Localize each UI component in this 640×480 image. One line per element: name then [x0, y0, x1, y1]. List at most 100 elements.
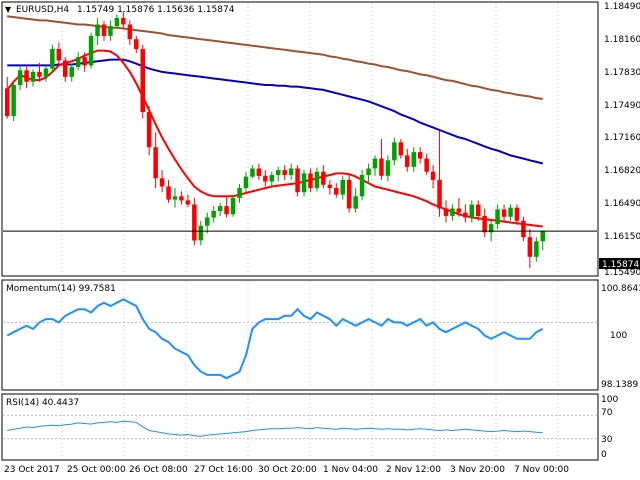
candle-body — [405, 155, 410, 167]
rsi-tick: 100 — [601, 395, 618, 405]
candle-body — [392, 142, 397, 161]
candle-body — [340, 179, 345, 195]
momentum-grid — [3, 281, 597, 389]
candle-body — [514, 207, 520, 221]
candle-body — [56, 49, 62, 61]
time-tick: 2 Nov 12:00 — [386, 465, 441, 475]
candle-body — [482, 215, 487, 233]
candle-body — [295, 168, 300, 193]
candle-body — [411, 152, 416, 167]
time-tick: 25 Oct 00:00 — [67, 465, 126, 475]
candle-body — [63, 60, 68, 77]
time-tick: 30 Oct 20:00 — [258, 465, 317, 475]
candle-body — [469, 204, 474, 218]
candle-body — [43, 68, 49, 77]
current-price-label: 1.15874 — [602, 260, 639, 270]
candle-body — [75, 57, 81, 67]
price-tick: 1.16150 — [604, 232, 640, 242]
price-panel-frame — [1, 1, 599, 277]
momentum-tick: 100.8643 — [601, 284, 640, 294]
candle-body — [140, 49, 145, 112]
candle-body — [437, 179, 442, 209]
time-tick: 26 Oct 08:00 — [129, 465, 188, 475]
candle-body — [346, 179, 352, 209]
sma-mid-line — [7, 58, 544, 165]
rsi-tick: 0 — [601, 450, 607, 460]
candle-body — [250, 168, 255, 177]
price-grid — [61, 3, 559, 275]
candle-body — [101, 24, 107, 36]
candle-body — [24, 70, 29, 82]
candle-body — [153, 147, 158, 179]
time-tick: 23 Oct 2017 — [4, 465, 60, 475]
candle-body — [217, 206, 223, 211]
candle-body — [379, 158, 384, 176]
candle-body — [456, 208, 462, 213]
candle-body — [30, 71, 36, 82]
candle-body — [521, 220, 526, 238]
momentum-tick: 98.1389 — [601, 380, 638, 390]
price-tick: 1.17490 — [604, 101, 640, 111]
candle-body — [321, 171, 326, 185]
candle-body — [185, 200, 191, 205]
candle-body — [69, 67, 74, 77]
candle-body — [50, 49, 55, 69]
candle-body — [146, 112, 152, 148]
candle-body — [430, 171, 436, 180]
candle-body — [256, 168, 262, 176]
price-tick: 1.17830 — [604, 68, 640, 78]
candle-body — [508, 207, 513, 217]
candle-body — [417, 152, 423, 159]
candle-body — [301, 173, 307, 193]
candle-body — [37, 71, 42, 77]
candle-body — [463, 212, 468, 218]
candle-body — [488, 224, 494, 233]
candle-body — [134, 39, 139, 49]
candle-body — [263, 175, 268, 182]
candle-body — [198, 225, 203, 241]
time-tick: 27 Oct 16:00 — [194, 465, 253, 475]
candle-body — [172, 196, 178, 200]
chart-dropdown-icon[interactable]: ▼ — [5, 5, 12, 14]
price-tick: 1.17160 — [604, 133, 640, 143]
candle-body — [5, 88, 10, 117]
candle-body — [424, 158, 429, 172]
candle-body — [127, 24, 133, 40]
candle-body — [211, 211, 216, 218]
price-tick: 1.18160 — [604, 35, 640, 45]
candle-body — [527, 237, 533, 257]
candle-body — [385, 160, 391, 176]
candle-body — [359, 175, 365, 197]
candle-body — [166, 186, 171, 200]
candle-body — [334, 188, 339, 195]
candle-body — [224, 206, 229, 215]
candle-body — [121, 17, 126, 25]
candle-body — [114, 17, 120, 27]
time-tick: 7 Nov 00:00 — [514, 465, 569, 475]
price-tick: 1.18490 — [604, 2, 640, 12]
candle-body — [205, 217, 210, 226]
candle-body — [243, 176, 249, 189]
candle-body — [288, 168, 294, 175]
momentum-line — [6, 298, 544, 380]
candle-body — [398, 142, 404, 156]
candle-body — [108, 26, 113, 36]
candle-body — [495, 209, 500, 225]
time-axis: 23 Oct 2017 25 Oct 00:00 26 Oct 08:00 27… — [4, 465, 569, 475]
candle-body — [540, 231, 545, 242]
candle-body — [501, 209, 507, 217]
candle-body — [88, 35, 94, 66]
candle-body — [282, 170, 287, 175]
candle-body — [308, 173, 313, 189]
candle-body — [372, 158, 378, 169]
rsi-panel-frame — [1, 393, 599, 461]
price-tick: 1.16820 — [604, 166, 640, 176]
candle-body — [327, 184, 333, 189]
candle-body — [11, 85, 16, 117]
time-tick: 3 Nov 20:00 — [450, 465, 505, 475]
candles — [5, 11, 545, 269]
candle-body — [179, 196, 184, 201]
candle-body — [366, 168, 371, 175]
rsi-grid — [3, 395, 597, 459]
